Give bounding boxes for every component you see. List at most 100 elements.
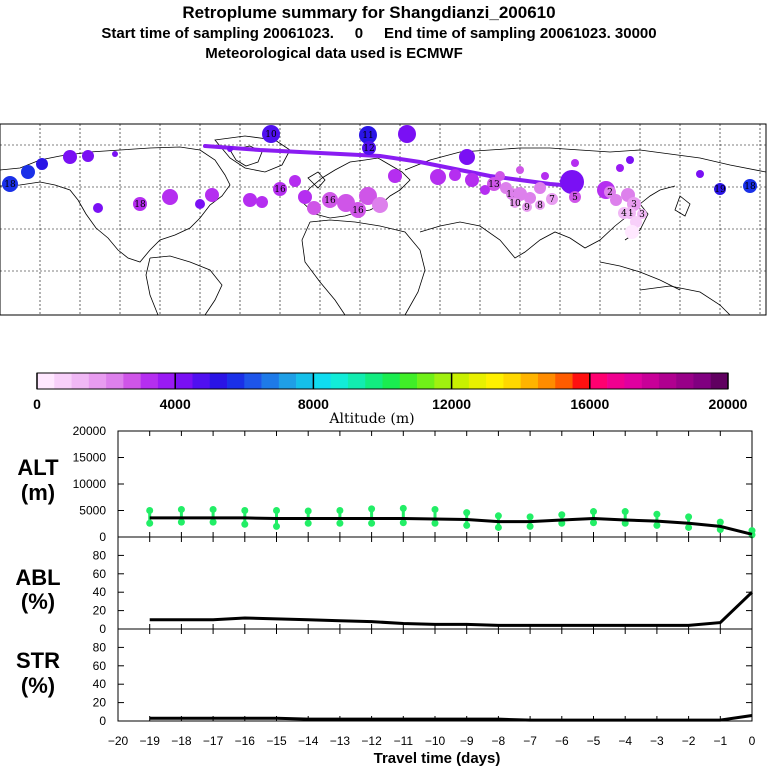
trajectory-point-label: 4 <box>621 209 627 219</box>
x-tick-label: −8 <box>492 734 506 748</box>
x-tick-label: −3 <box>650 734 664 748</box>
x-axis-title: Travel time (days) <box>374 750 501 767</box>
trajectory-point <box>459 149 475 165</box>
x-tick-label: −14 <box>298 734 319 748</box>
abl-series-line <box>149 591 754 627</box>
x-tick-label: −4 <box>618 734 632 748</box>
trajectory-point-label: 16 <box>274 185 286 195</box>
trajectory-point-label: 3 <box>639 210 645 220</box>
x-tick-label: −7 <box>523 734 537 748</box>
colorbar-cell <box>607 373 625 389</box>
trajectory-point <box>625 225 639 239</box>
colorbar-cell <box>641 373 660 389</box>
trajectory-point <box>262 125 280 143</box>
alt-label: ALT <box>17 455 59 480</box>
str-series-line <box>149 713 753 722</box>
colorbar-tick-label: 16000 <box>570 396 609 412</box>
sampling-subtitle: Start time of sampling 20061023. 0 End t… <box>101 25 657 42</box>
colorbar-cell <box>658 373 677 389</box>
time-series-panels: 0 5000 10000 15000 20000 0 20 40 60 80 0 20 40 60 80 −2… <box>73 424 756 748</box>
trajectory-point <box>616 164 624 172</box>
colorbar-cell <box>676 373 694 389</box>
trajectory-point <box>560 170 584 194</box>
colorbar-cell <box>537 373 556 389</box>
colorbar-cell <box>399 373 418 389</box>
colorbar-cell <box>382 373 401 389</box>
y-tick-label: 80 <box>93 640 107 654</box>
trajectory-point-label: 12 <box>363 144 374 154</box>
trajectory-point <box>93 203 103 213</box>
trajectory-point <box>359 187 377 205</box>
colorbar-cell <box>330 373 349 389</box>
x-tick-label: −11 <box>394 734 414 748</box>
altitude-colorbar: 0 4000 8000 12000 16000 20000 Altitude (m) <box>33 372 748 427</box>
y-tick-label: 80 <box>93 548 107 562</box>
colorbar-cell <box>520 373 539 389</box>
x-tick-label: −1 <box>713 734 727 748</box>
alt-unit: (m) <box>21 480 55 505</box>
colorbar-cell <box>434 373 452 389</box>
trajectory-point <box>535 200 545 210</box>
y-tick-label: 0 <box>99 530 106 544</box>
colorbar-tick-label: 8000 <box>298 396 329 412</box>
colorbar-cell <box>140 373 159 389</box>
colorbar-cell <box>468 373 487 389</box>
trajectory-point <box>430 169 446 185</box>
str-label: STR <box>16 648 60 673</box>
colorbar-cell <box>261 373 280 389</box>
trajectory-point <box>388 169 402 183</box>
trajectory-point <box>307 201 321 215</box>
colorbar-cell <box>503 373 521 389</box>
colorbar-cell <box>37 373 55 389</box>
trajectory-point <box>350 202 366 218</box>
y-tick-label: 0 <box>99 622 106 636</box>
trajectory-point-label: 8 <box>537 201 543 211</box>
colorbar-cell <box>555 373 573 389</box>
trajectory-point <box>516 166 524 174</box>
trajectory-point <box>63 150 77 164</box>
trajectory-point <box>289 175 301 187</box>
colorbar-cell <box>313 373 331 389</box>
colorbar-cell <box>347 373 366 389</box>
trajectory-point-label: 11 <box>362 131 373 141</box>
y-tick-label: 20000 <box>73 424 107 438</box>
trajectory-point <box>626 156 634 164</box>
x-tick-label: −6 <box>555 734 569 748</box>
x-tick-label: −5 <box>587 734 601 748</box>
colorbar-cell <box>157 373 176 389</box>
colorbar-cell <box>365 373 383 389</box>
trajectory-point <box>21 165 35 179</box>
trajectory-point <box>243 193 257 207</box>
y-tick-label: 20 <box>93 696 107 710</box>
trajectory-point-label: 16 <box>324 196 336 206</box>
alt-series-line <box>149 516 753 536</box>
x-tick-label: −17 <box>203 734 224 748</box>
y-tick-label: 15000 <box>73 451 107 465</box>
colorbar-cell <box>278 373 297 389</box>
panel-abl: 0 20 40 60 80 <box>93 536 754 636</box>
y-tick-label: 5000 <box>79 504 106 518</box>
trajectory-point-label: 5 <box>572 193 578 203</box>
x-tick-label: −2 <box>682 734 696 748</box>
trajectory-point <box>82 150 94 162</box>
trajectory-point-label: 10 <box>265 130 277 140</box>
trajectory-point <box>571 159 579 167</box>
colorbar-cell <box>209 373 228 389</box>
trajectory-point <box>569 191 581 203</box>
trajectory-point <box>637 209 647 219</box>
trajectory-point <box>534 182 546 194</box>
trajectory-point <box>273 182 287 196</box>
colorbar-title: Altitude (m) <box>328 411 414 427</box>
colorbar-cell <box>624 373 642 389</box>
trajectory-point <box>630 216 642 228</box>
trajectory-point <box>618 207 630 219</box>
x-tick-label: −9 <box>460 734 474 748</box>
trajectory-point <box>112 151 118 157</box>
trajectory-point <box>487 177 501 191</box>
colorbar-cell <box>175 373 193 389</box>
colorbar-cell <box>572 373 591 389</box>
panel-frame <box>117 536 753 630</box>
trajectory-point <box>133 197 147 211</box>
